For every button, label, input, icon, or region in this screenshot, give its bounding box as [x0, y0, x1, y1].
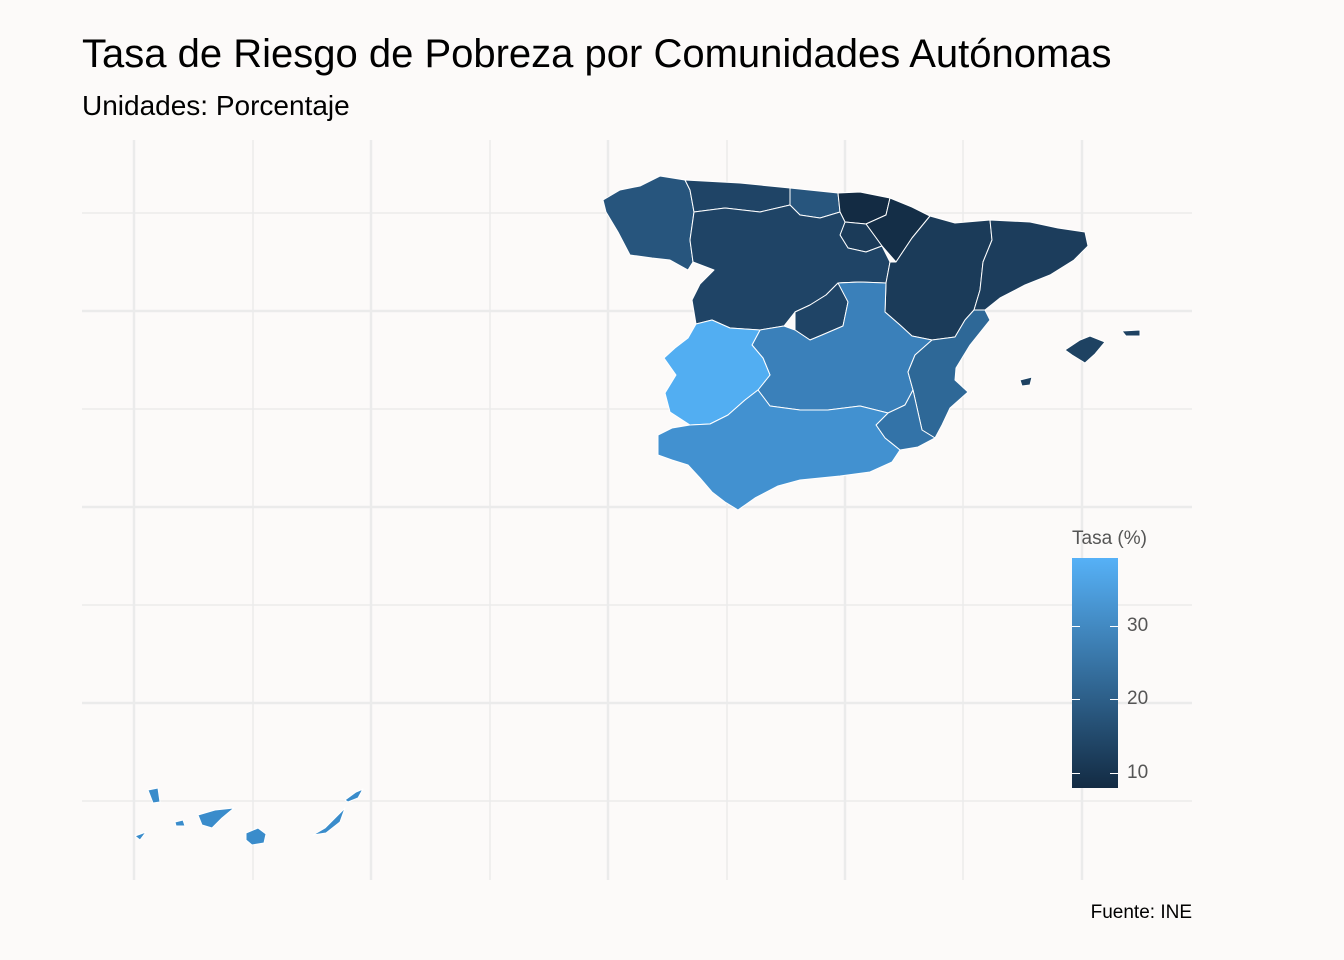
region-galicia [602, 175, 695, 271]
chart-title: Tasa de Riesgo de Pobreza por Comunidade… [82, 32, 1112, 76]
legend-colorbar [1072, 558, 1118, 788]
legend-label-30: 30 [1127, 615, 1149, 636]
chart-subtitle: Unidades: Porcentaje [82, 90, 350, 121]
legend-tick-mark [1072, 699, 1118, 700]
region-canarias [134, 787, 364, 846]
regions [134, 175, 1141, 846]
region-cataluna [973, 219, 1089, 311]
region-baleares [1019, 329, 1141, 387]
legend-title: Tasa (%) [1072, 528, 1147, 549]
source-caption: Fuente: INE [1090, 902, 1192, 923]
legend-tick-mark [1072, 626, 1118, 627]
legend-label-20: 20 [1127, 688, 1149, 709]
region-valencia [907, 309, 991, 439]
region-asturias [684, 179, 791, 213]
legend-tick-mark [1072, 773, 1118, 774]
legend-label-10: 10 [1127, 762, 1149, 783]
region-andalucia [657, 389, 901, 511]
